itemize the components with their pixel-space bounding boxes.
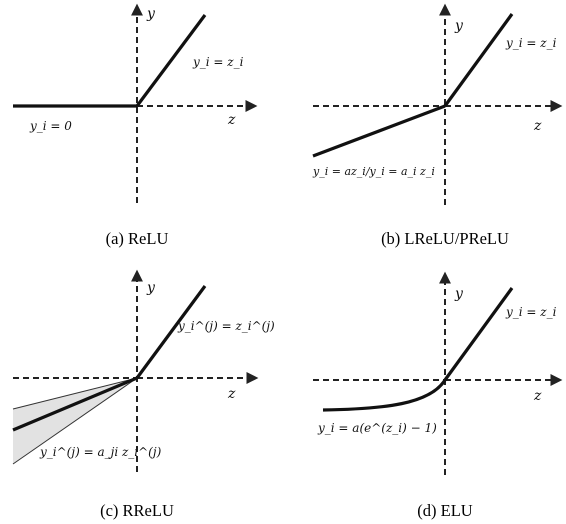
negative-branch — [12, 376, 138, 432]
z-axis-label: z — [533, 388, 542, 404]
formula-negative: y_i^(j) = a_ji z_i^(j) — [39, 445, 162, 459]
band-upper-edge — [12, 377, 138, 410]
y-axis-label: y — [454, 18, 464, 34]
panel-rrelu: y z y_i^(j) = z_i^(j) y_i^(j) = a_ji z_i… — [12, 269, 275, 520]
caption: (a) ReLU — [106, 229, 169, 248]
formula-positive: y_i = z_i — [505, 36, 557, 50]
formula-positive: y_i^(j) = z_i^(j) — [177, 319, 275, 333]
positive-branch — [135, 14, 207, 107]
panel-elu: y z y_i = z_i y_i = a(e^(z_i) − 1) (d) E… — [313, 271, 563, 520]
negative-branch — [312, 104, 446, 158]
formula-positive: y_i = z_i — [192, 55, 244, 69]
formula-negative: y_i = 0 — [29, 119, 72, 133]
z-axis-label: z — [533, 118, 542, 134]
positive-branch — [443, 13, 514, 107]
z-axis-label: z — [227, 112, 236, 128]
y-axis-label: y — [146, 280, 156, 296]
caption: (c) RReLU — [100, 501, 174, 520]
caption: (b) LReLU/PReLU — [381, 229, 509, 248]
formula-negative: y_i = a(e^(z_i) − 1) — [317, 421, 437, 435]
band-lower-edge — [12, 377, 138, 465]
formula-positive: y_i = z_i — [505, 305, 557, 319]
caption: (d) ELU — [417, 501, 473, 520]
panel-lrelu: y z y_i = z_i y_i = az_i/y_i = a_i z_i (… — [312, 3, 563, 248]
y-axis-label: y — [454, 286, 464, 302]
formula-negative: y_i = az_i/y_i = a_i z_i — [312, 165, 435, 178]
y-axis-label: y — [146, 6, 156, 22]
positive-branch — [443, 287, 514, 381]
exponential-branch — [322, 379, 447, 412]
z-axis-label: z — [227, 386, 236, 402]
panel-relu: y z y_i = z_i y_i = 0 (a) ReLU — [13, 3, 258, 248]
positive-branch — [135, 285, 207, 379]
